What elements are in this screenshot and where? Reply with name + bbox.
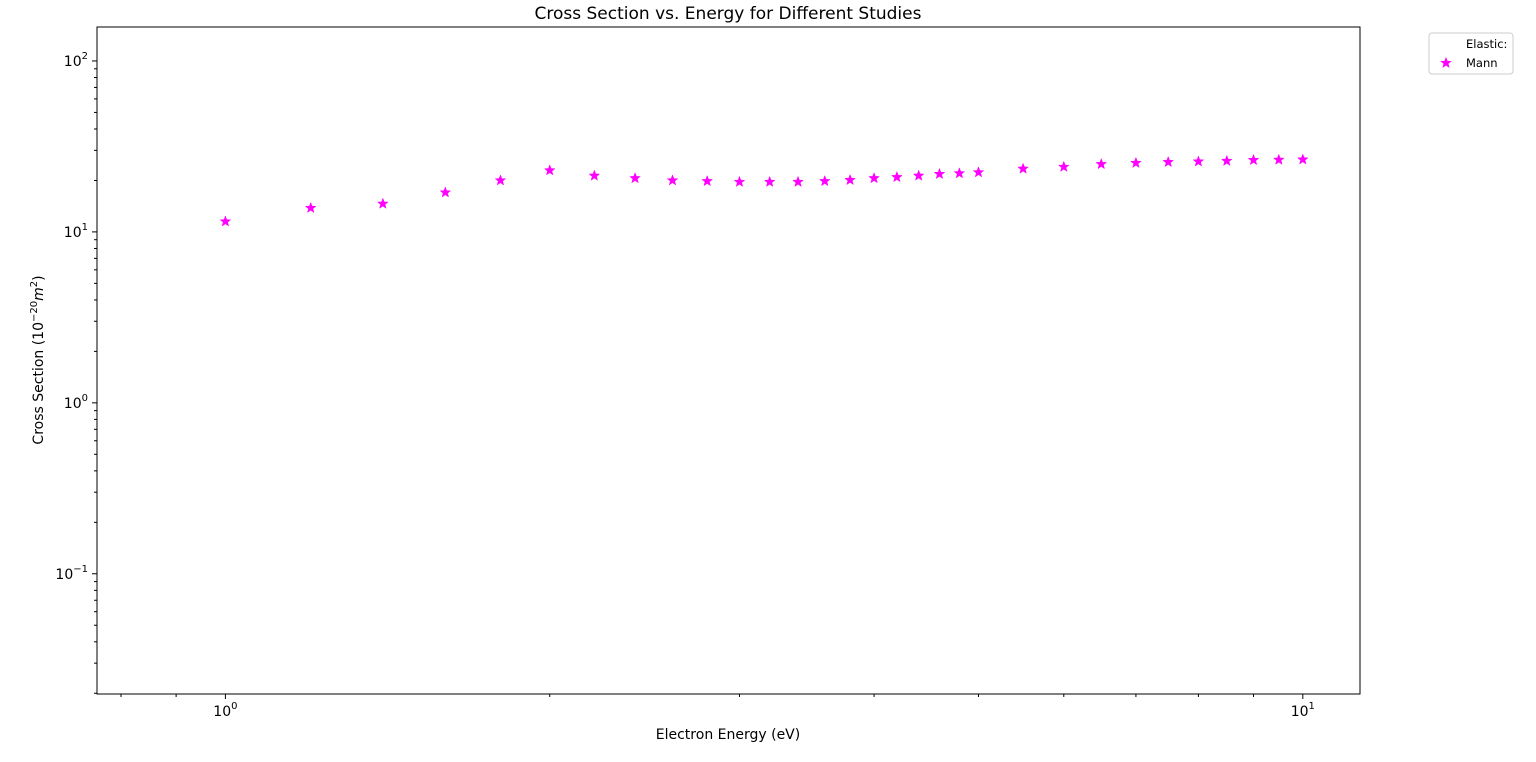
y-axis-ticks: 10−1 100 101 102: [55, 51, 97, 694]
legend-star-icon: [1440, 56, 1452, 69]
chart-title: Cross Section vs. Energy for Different S…: [535, 4, 922, 24]
y-tick-label: 100: [64, 393, 88, 412]
data-point: [376, 197, 389, 209]
data-point: [1095, 157, 1108, 170]
legend-header: Elastic:: [1466, 37, 1507, 51]
data-point: [439, 186, 452, 198]
legend-entry-mann: Mann: [1466, 56, 1498, 70]
data-point: [844, 173, 856, 186]
data-point: [701, 174, 714, 187]
x-axis-label: Electron Energy (eV): [656, 727, 800, 743]
x-axis-ticks: 100 101: [120, 694, 1315, 720]
data-point: [972, 166, 985, 178]
data-point: [494, 174, 507, 186]
legend-marker-star-icon: [1440, 56, 1452, 69]
data-point: [1192, 155, 1205, 167]
data-point: [1296, 153, 1309, 165]
x-tick-label: 100: [213, 701, 237, 720]
plot-area: [97, 27, 1360, 694]
y-tick-label: 10−1: [55, 564, 88, 583]
data-point: [543, 164, 556, 176]
x-tick-label: 101: [1291, 701, 1315, 720]
data-point: [304, 201, 317, 214]
data-point: [1220, 154, 1233, 166]
series-mann-markers: [219, 153, 1309, 227]
y-tick-label: 101: [64, 222, 88, 241]
data-point: [1247, 153, 1260, 166]
y-axis-label: Cross Section (10−20m2): [29, 275, 47, 444]
y-tick-label: 102: [64, 51, 88, 70]
data-point: [890, 170, 903, 183]
data-point: [1162, 155, 1175, 168]
data-point: [219, 215, 232, 227]
legend: Elastic: Mann: [1428, 32, 1514, 75]
data-point: [818, 174, 831, 187]
data-point: [1017, 162, 1029, 174]
data-point: [792, 175, 804, 187]
plot-frame: [96, 26, 1361, 695]
data-point: [1057, 160, 1070, 172]
data-point: [953, 167, 966, 179]
data-point: [666, 174, 679, 186]
data-point: [588, 169, 601, 181]
data-point: [629, 172, 641, 184]
data-point: [1130, 156, 1142, 169]
data-point: [868, 172, 880, 184]
legend-box: [1428, 32, 1514, 75]
data-point: [763, 175, 776, 187]
data-point: [733, 175, 746, 187]
data-point: [912, 169, 925, 181]
data-point: [1272, 153, 1285, 165]
data-point: [933, 167, 946, 180]
